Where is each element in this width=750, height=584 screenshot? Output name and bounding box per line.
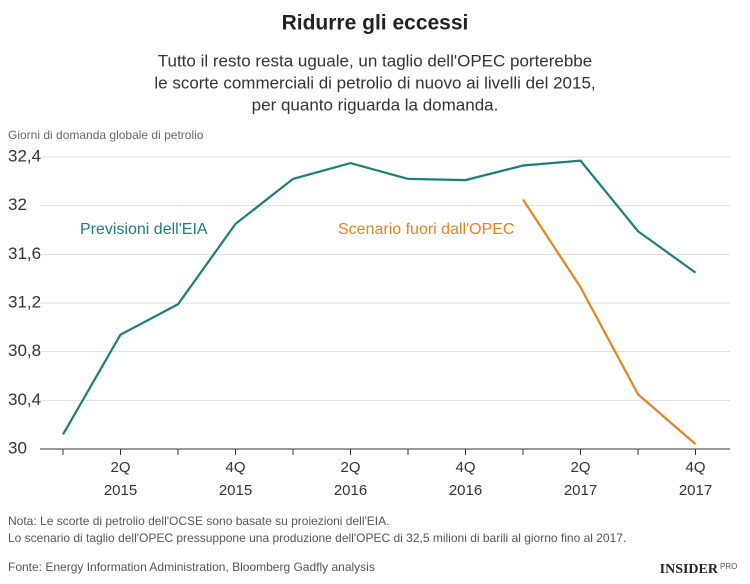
y-tick-label: 30	[8, 438, 27, 457]
logo: INSIDER	[660, 562, 719, 577]
x-tick-label: 2016	[449, 482, 482, 499]
x-tick-label: 2Q	[110, 459, 130, 476]
subtitle: Tutto il resto resta uguale, un taglio d…	[158, 51, 592, 70]
x-tick-label: 2Q	[570, 459, 590, 476]
x-tick-label: 2015	[104, 482, 137, 499]
x-tick-label: 4Q	[225, 459, 245, 476]
series-label: Previsioni dell'EIA	[80, 221, 208, 238]
x-tick-label: 2016	[334, 482, 367, 499]
y-tick-label: 30,4	[8, 390, 41, 409]
subtitle: le scorte commerciali di petrolio di nuo…	[154, 73, 595, 92]
x-tick-label: 4Q	[455, 459, 475, 476]
y-tick-label: 31,2	[8, 292, 41, 311]
data-line	[62, 159, 697, 435]
y-axis-label: Giorni di domanda globale di petrolio	[8, 128, 204, 142]
y-tick-label: 31,6	[8, 244, 41, 263]
x-tick-label: 2017	[564, 482, 597, 499]
y-tick-label: 30,8	[8, 341, 41, 360]
chart-title: Ridurre gli eccessi	[282, 12, 469, 35]
y-tick-label: 32	[8, 195, 27, 214]
x-tick-label: 2015	[219, 482, 252, 499]
logo-badge: PRO	[720, 562, 737, 571]
y-tick-label: 32,4	[8, 146, 41, 165]
source: Fonte: Energy Information Administration…	[8, 560, 375, 574]
series-label: Scenario fuori dall'OPEC	[338, 221, 514, 238]
note: Nota: Le scorte di petrolio dell'OCSE so…	[8, 514, 389, 528]
subtitle: per quanto riguarda la domanda.	[252, 95, 499, 114]
x-tick-label: 4Q	[685, 459, 705, 476]
x-tick-label: 2Q	[340, 459, 360, 476]
data-line	[522, 198, 697, 445]
x-tick-label: 2017	[679, 482, 712, 499]
note: Lo scenario di taglio dell'OPEC pressupp…	[8, 531, 626, 545]
